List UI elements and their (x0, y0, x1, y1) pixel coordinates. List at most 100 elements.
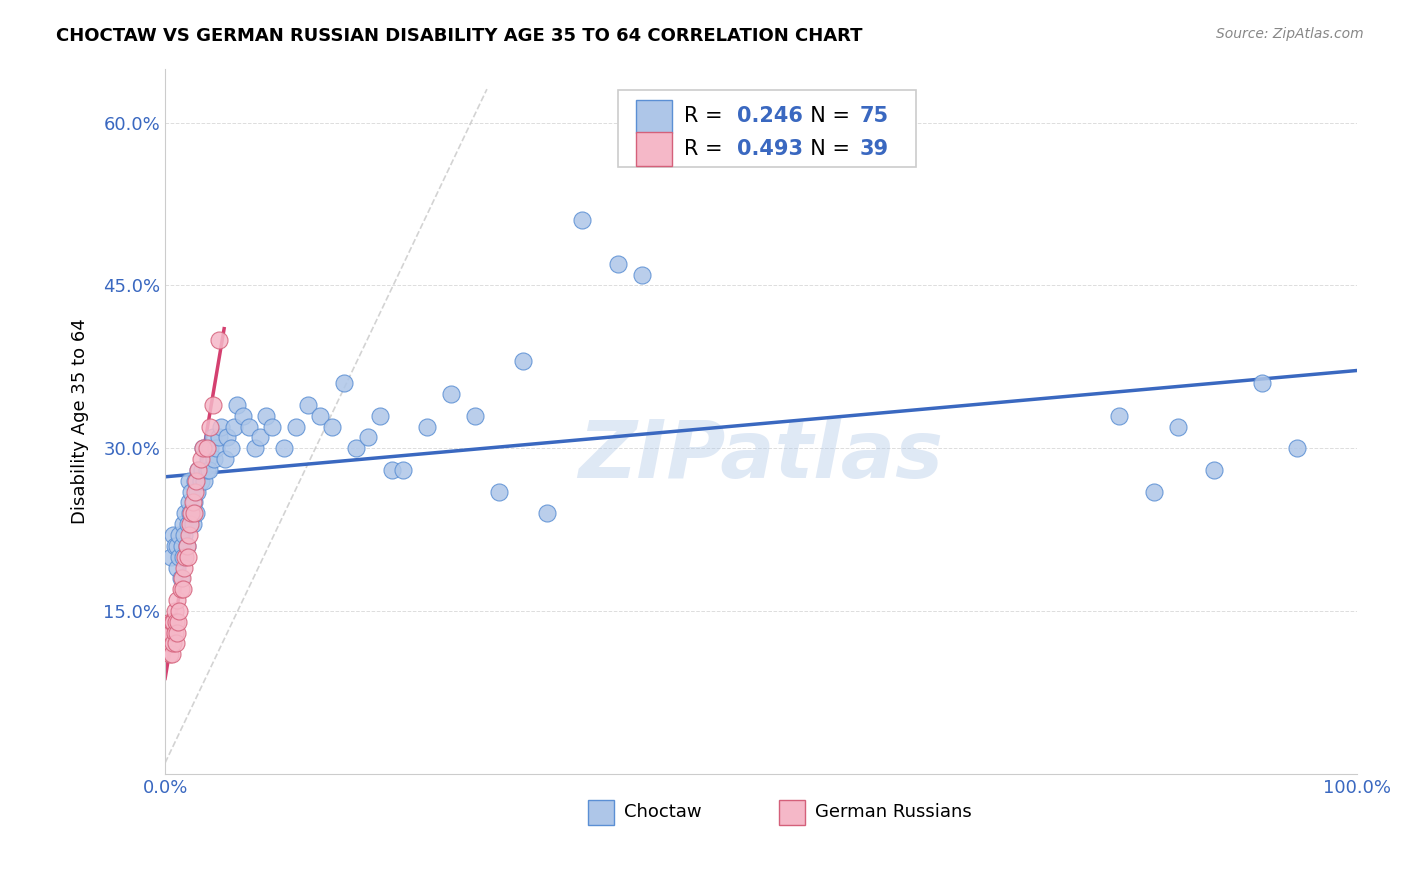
Point (1167, 419, 1189, 434)
Point (166, 625, 188, 640)
Point (273, 441, 295, 455)
Point (464, 409, 486, 423)
Point (162, 528, 184, 542)
Bar (636, 132, 672, 166)
Point (169, 571, 191, 585)
Point (195, 441, 218, 455)
Text: 75: 75 (860, 106, 889, 127)
Point (285, 419, 308, 434)
Point (190, 474, 212, 488)
Point (333, 376, 356, 391)
Point (166, 593, 188, 607)
Text: R =: R = (683, 139, 728, 159)
Text: R =: R = (683, 106, 728, 127)
Point (225, 398, 247, 412)
Point (163, 539, 186, 553)
Point (179, 506, 201, 520)
Y-axis label: Disability Age 35 to 64: Disability Age 35 to 64 (72, 318, 89, 524)
Point (186, 484, 208, 499)
Point (177, 549, 200, 564)
Point (166, 539, 188, 553)
Point (180, 506, 202, 520)
Point (184, 474, 207, 488)
Bar (636, 100, 672, 134)
Point (254, 409, 277, 423)
Point (172, 517, 194, 532)
Point (392, 463, 415, 477)
Text: N =: N = (797, 139, 856, 159)
Point (201, 430, 224, 444)
Point (202, 452, 225, 467)
Point (368, 409, 391, 423)
Point (232, 409, 254, 423)
Text: 0.246: 0.246 (737, 106, 803, 127)
Text: CHOCTAW VS GERMAN RUSSIAN DISABILITY AGE 35 TO 64 CORRELATION CHART: CHOCTAW VS GERMAN RUSSIAN DISABILITY AGE… (56, 27, 863, 45)
Point (631, 268, 654, 282)
Point (166, 560, 188, 574)
Point (200, 419, 222, 434)
Point (238, 419, 260, 434)
Point (1286, 441, 1309, 455)
Point (184, 484, 207, 499)
Point (224, 419, 246, 434)
Point (159, 648, 181, 662)
Point (208, 333, 231, 347)
Point (197, 452, 219, 467)
Point (512, 354, 534, 368)
Point (344, 441, 367, 455)
Text: Source: ZipAtlas.com: Source: ZipAtlas.com (1216, 27, 1364, 41)
Point (187, 463, 209, 477)
Point (243, 441, 266, 455)
Point (173, 528, 195, 542)
Point (297, 398, 319, 412)
Point (217, 430, 239, 444)
Point (176, 539, 198, 553)
Point (163, 604, 186, 618)
Point (488, 484, 510, 499)
Text: Choctaw: Choctaw (624, 804, 702, 822)
Point (184, 506, 207, 520)
Point (381, 463, 404, 477)
Point (184, 474, 207, 488)
Point (191, 463, 214, 477)
Point (156, 636, 179, 650)
Point (181, 495, 204, 509)
Point (172, 582, 194, 597)
Point (157, 625, 180, 640)
Point (177, 495, 200, 509)
Point (187, 463, 209, 477)
Point (173, 560, 195, 574)
Point (1250, 376, 1272, 391)
Point (195, 463, 218, 477)
Point (309, 409, 332, 423)
Point (179, 517, 201, 532)
Point (205, 441, 228, 455)
Point (440, 387, 463, 401)
Point (180, 484, 202, 499)
Point (162, 648, 184, 662)
Text: German Russians: German Russians (814, 804, 972, 822)
Point (183, 506, 205, 520)
Point (190, 452, 212, 467)
FancyBboxPatch shape (619, 90, 915, 167)
Point (163, 625, 186, 640)
Point (183, 495, 205, 509)
Point (1143, 484, 1166, 499)
Point (198, 463, 221, 477)
Text: ZIPatlas: ZIPatlas (578, 417, 943, 495)
Point (214, 452, 236, 467)
Point (249, 430, 271, 444)
Point (177, 474, 200, 488)
Point (321, 419, 343, 434)
Point (160, 636, 183, 650)
Point (162, 615, 184, 629)
Point (1202, 463, 1225, 477)
Point (571, 213, 593, 227)
Point (177, 517, 200, 532)
Point (165, 636, 187, 650)
Point (208, 430, 231, 444)
Point (181, 517, 204, 532)
Point (536, 506, 558, 520)
Point (167, 615, 190, 629)
Point (262, 419, 284, 434)
